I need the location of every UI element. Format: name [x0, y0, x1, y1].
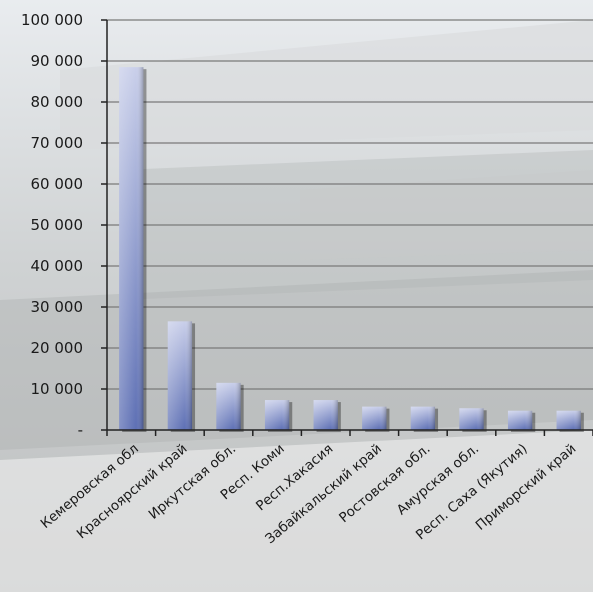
bar-highlight — [556, 410, 581, 430]
y-tick-label: 100 000 — [21, 11, 83, 29]
bar-highlight — [459, 408, 484, 430]
y-tick-label: 70 000 — [31, 134, 84, 152]
y-tick-label: - — [78, 421, 83, 439]
bar-highlight — [362, 406, 387, 430]
bar-highlight — [216, 382, 241, 430]
bar-highlight — [119, 67, 144, 431]
y-tick-label: 50 000 — [31, 216, 84, 234]
bars — [119, 67, 584, 433]
bar-highlight — [167, 321, 193, 430]
bar-highlight — [264, 400, 290, 430]
y-tick-label: 60 000 — [31, 175, 84, 193]
bar-highlight — [313, 400, 338, 430]
bar-highlight — [507, 410, 533, 430]
bar-highlight — [410, 406, 436, 430]
y-tick-label: 40 000 — [31, 257, 84, 275]
y-tick-label: 10 000 — [31, 380, 84, 398]
y-tick-label: 30 000 — [31, 298, 84, 316]
y-tick-label: 90 000 — [31, 52, 84, 70]
y-tick-label: 20 000 — [31, 339, 84, 357]
y-tick-labels: - 10 000 20 000 30 000 40 000 50 000 60 000 70 … — [21, 11, 83, 439]
axes — [101, 19, 593, 436]
y-tick-label: 80 000 — [31, 93, 84, 111]
